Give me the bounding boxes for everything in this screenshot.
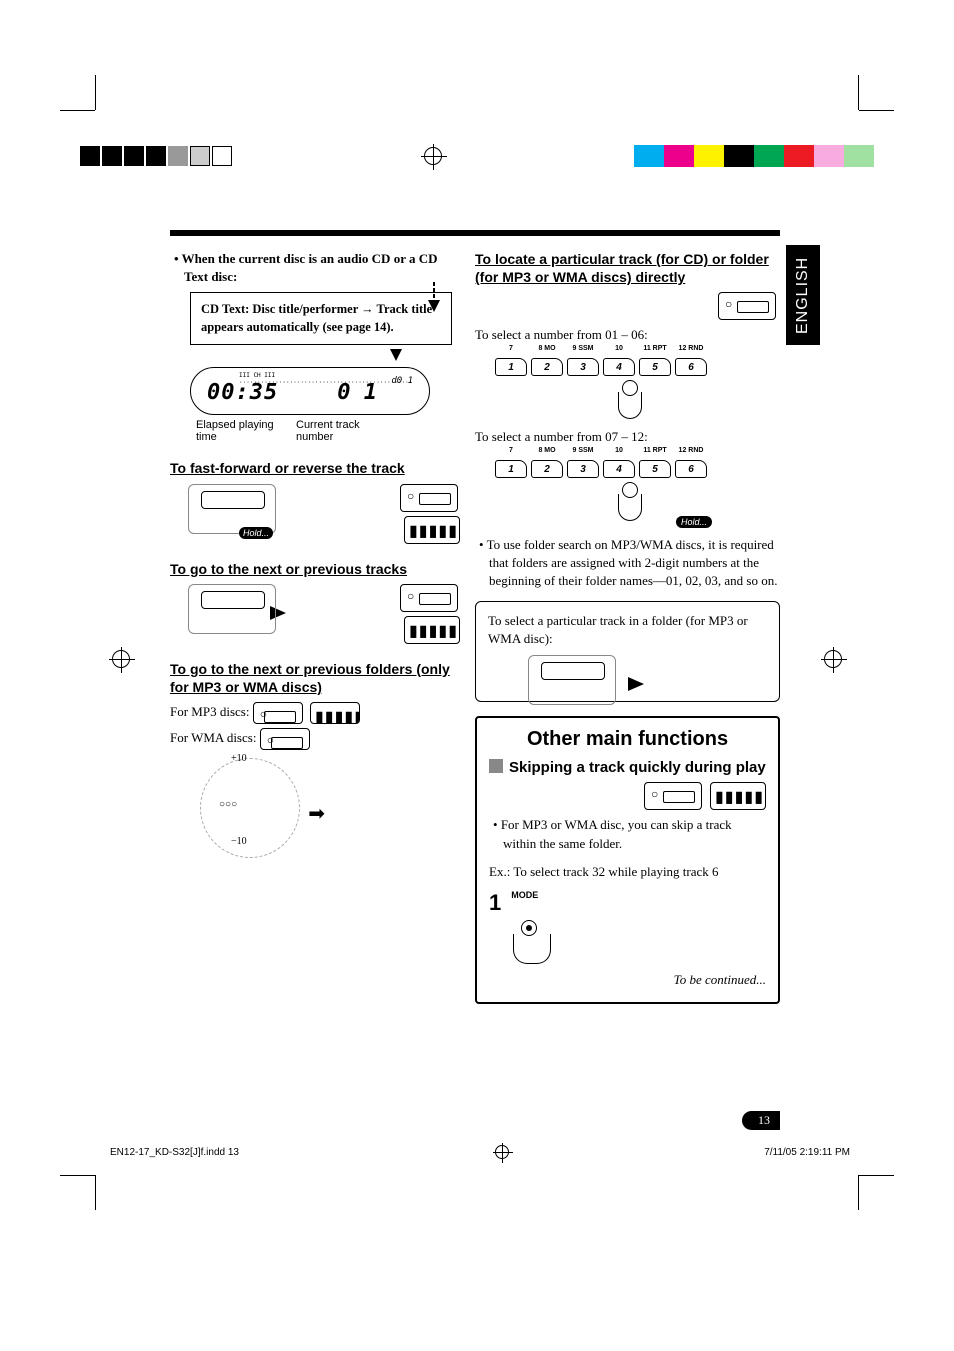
- side-target-left: [112, 650, 130, 668]
- intro-bullet: When the current disc is an audio CD or …: [184, 250, 460, 286]
- eq-icon: [404, 516, 460, 544]
- lcd-display: III CH III ·····························…: [190, 367, 430, 415]
- select-07-12: To select a number from 07 – 12:: [475, 428, 780, 447]
- for-wma-label: For WMA discs:: [170, 730, 256, 745]
- remote-icon: [644, 782, 702, 810]
- footer-file: EN12-17_KD-S32[J]f.indd 13: [110, 1147, 239, 1158]
- remote-icon: [400, 484, 458, 512]
- other-functions-box: Other main functions Skipping a track qu…: [475, 716, 780, 1003]
- eq-icon: [710, 782, 766, 810]
- preset-top-labels-2: 7 8 MO 9 SSM 10 11 RPT 12 RND: [495, 447, 780, 454]
- eq-icon: [404, 616, 460, 644]
- eq-icon: [310, 702, 360, 724]
- footer-timestamp: 7/11/05 2:19:11 PM: [764, 1147, 850, 1158]
- preset-button: 6: [675, 358, 707, 376]
- preset-row-1: 1 2 3 4 5 6: [495, 358, 780, 376]
- step-number-1: 1: [489, 890, 501, 916]
- top-rule: [170, 230, 780, 236]
- preset-button: 2: [531, 460, 563, 478]
- to-be-continued: To be continued...: [489, 972, 766, 988]
- folder-note: To use folder search on MP3/WMA discs, i…: [489, 536, 780, 591]
- section-locate: To locate a particular track (for CD) or…: [475, 250, 780, 286]
- remote-icon: [718, 292, 776, 320]
- nextprev-control-figure: [188, 584, 276, 634]
- right-column: To locate a particular track (for CD) or…: [475, 250, 780, 1004]
- track-select-figure: [528, 655, 616, 705]
- preset-button: 5: [639, 358, 671, 376]
- remote-icon: [260, 728, 310, 750]
- dpad-figure: +10 −10 ○○○: [200, 758, 300, 858]
- preset-button: 4: [603, 358, 635, 376]
- remote-icon: [253, 702, 303, 724]
- example-text: Ex.: To select track 32 while playing tr…: [489, 863, 766, 882]
- left-column: When the current disc is an audio CD or …: [170, 250, 460, 858]
- ffrw-control-figure: Hold...: [188, 484, 276, 534]
- preset-button: 1: [495, 460, 527, 478]
- inset-text: To select a particular track in a folder…: [488, 612, 767, 650]
- language-tab: ENGLISH: [786, 245, 820, 345]
- page-number: 13: [742, 1111, 780, 1130]
- arrow-down-icon: [390, 349, 402, 361]
- skip-bullet: For MP3 or WMA disc, you can skip a trac…: [503, 816, 766, 852]
- other-functions-heading: Other main functions: [489, 728, 766, 751]
- footer: EN12-17_KD-S32[J]f.indd 13 7/11/05 2:19:…: [110, 1145, 850, 1159]
- skipping-subhead: Skipping a track quickly during play: [489, 759, 766, 776]
- remote-icon: [400, 584, 458, 612]
- preset-button: 3: [567, 358, 599, 376]
- lcd-track-number: 0 1: [337, 380, 377, 405]
- lcd-elapsed-time: 00:35: [207, 380, 278, 405]
- registration-bar: [0, 145, 954, 167]
- preset-button: 4: [603, 460, 635, 478]
- footer-target-icon: [495, 1145, 509, 1159]
- press-finger-icon: [610, 482, 646, 522]
- preset-top-labels: 7 8 MO 9 SSM 10 11 RPT 12 RND: [495, 345, 780, 352]
- select-01-06: To select a number from 01 – 06:: [475, 326, 780, 345]
- lcd-captions: Elapsed playing time Current track numbe…: [196, 419, 460, 443]
- arrow-right-icon: [628, 677, 644, 691]
- preset-button: 3: [567, 460, 599, 478]
- section-fastforward: To fast-forward or reverse the track: [170, 459, 460, 477]
- preset-row-2: 1 2 3 4 5 6: [495, 460, 780, 478]
- preset-button: 5: [639, 460, 671, 478]
- side-target-right: [824, 650, 842, 668]
- section-nextfolder: To go to the next or previous folders (o…: [170, 660, 460, 696]
- preset-button: 6: [675, 460, 707, 478]
- preset-button: 2: [531, 358, 563, 376]
- for-mp3-label: For MP3 discs:: [170, 704, 249, 719]
- mode-label: MODE: [511, 890, 538, 900]
- cdtext-box: CD Text: Disc title/performer → Track ti…: [190, 292, 452, 345]
- page-content: ENGLISH When the current disc is an audi…: [170, 230, 780, 1110]
- inset-box: To select a particular track in a folder…: [475, 601, 780, 703]
- press-finger-icon: [610, 380, 646, 420]
- section-nexttrack: To go to the next or previous tracks: [170, 560, 460, 578]
- preset-button: 1: [495, 358, 527, 376]
- hold-badge: Hold...: [676, 516, 712, 528]
